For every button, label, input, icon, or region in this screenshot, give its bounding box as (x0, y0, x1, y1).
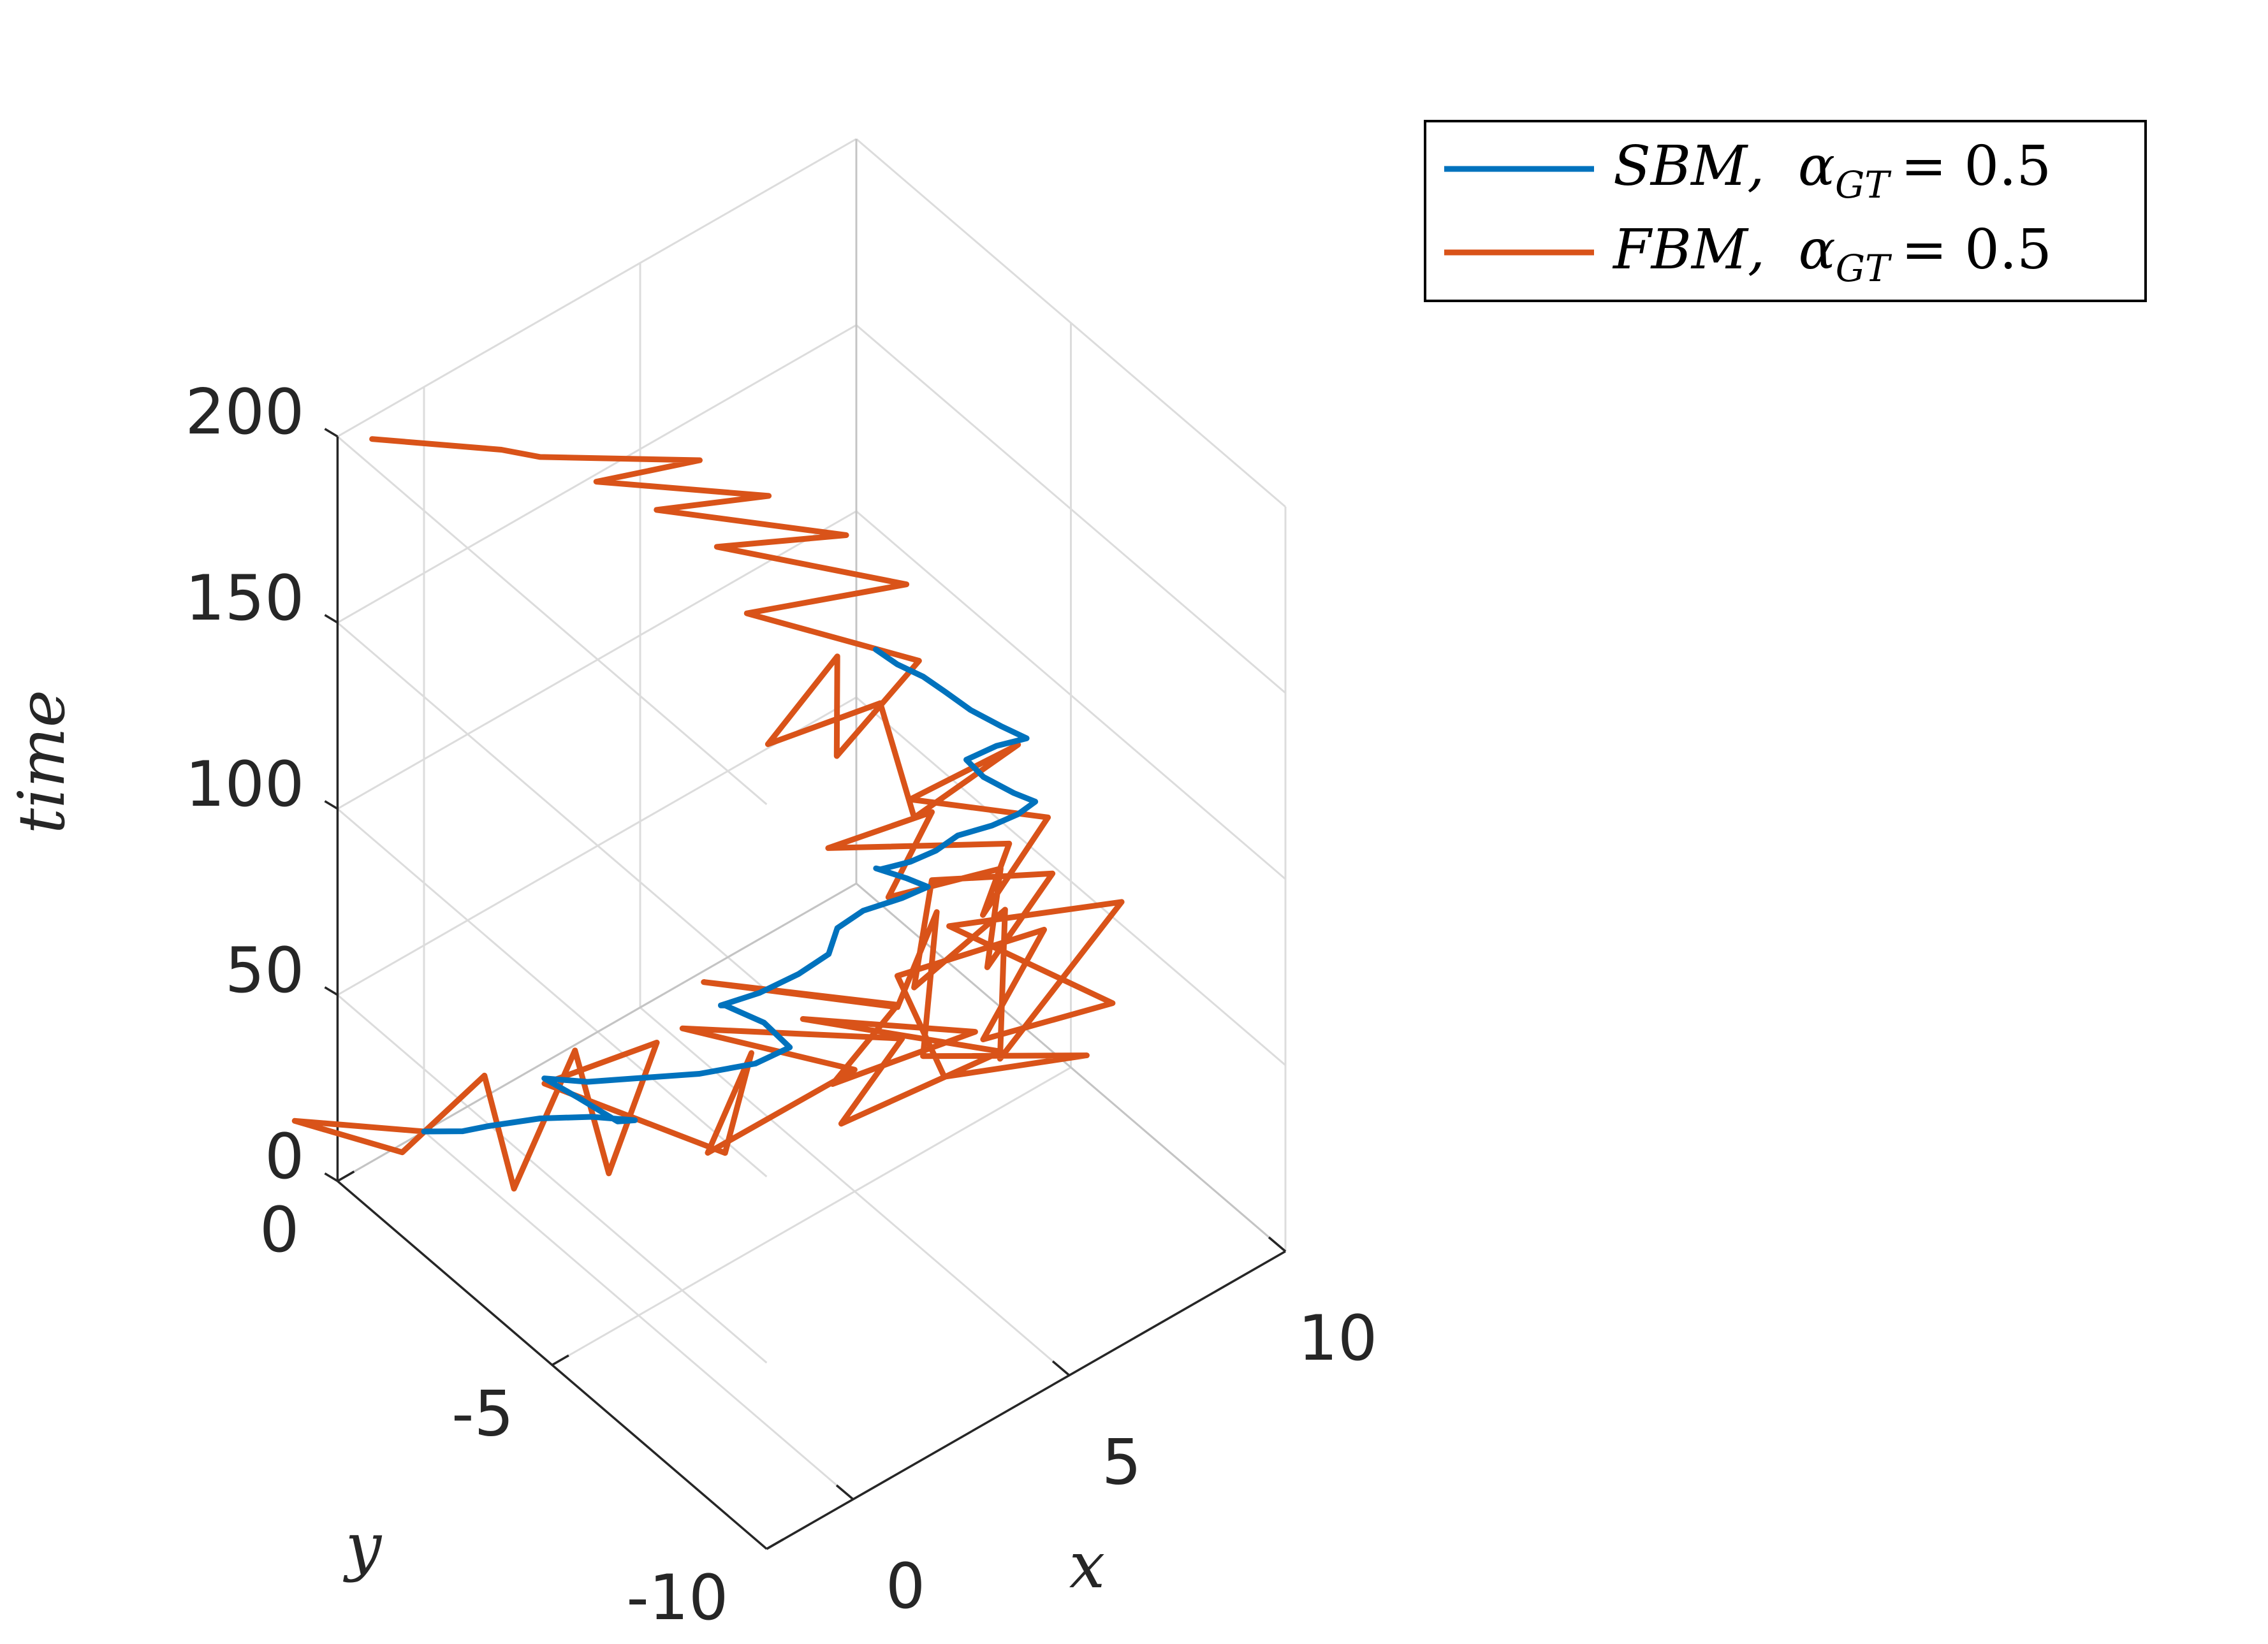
z-tick-mark (324, 986, 339, 996)
x-tick-label: 5 (1102, 1427, 1141, 1499)
x-tick-mark (1268, 1236, 1287, 1253)
legend-label-fbm: FBM, αGT = 0.5 (1612, 218, 2052, 290)
legend-equals: = 0.5 (1901, 218, 2052, 282)
legend-subscript: GT (1836, 247, 1892, 290)
y-tick-mark (552, 1354, 569, 1366)
y-tick-label: 0 (260, 1194, 299, 1267)
legend-series-name: FBM, (1612, 218, 1765, 282)
legend-subscript: GT (1835, 163, 1892, 207)
series-lines (291, 436, 1125, 1192)
legend-alpha: α (1798, 135, 1835, 198)
series-line-fbm (291, 436, 1125, 1192)
x-tick-mark (835, 1484, 854, 1501)
legend-alpha: α (1799, 218, 1836, 282)
legend-box (1424, 120, 2147, 302)
z-tick-mark (324, 1172, 339, 1182)
legend: SBM, αGT = 0.5 FBM, αGT = 0.5 (1424, 120, 2147, 302)
legend-label-sbm: SBM, αGT = 0.5 (1613, 135, 2051, 207)
grid-line (337, 324, 857, 624)
z-tick-label: 50 (225, 935, 305, 1007)
z-tick-label: 0 (265, 1121, 304, 1193)
legend-series-name: SBM, (1613, 135, 1765, 198)
x-tick-label: 10 (1298, 1302, 1378, 1375)
z-tick-mark (324, 800, 339, 810)
y-axis-label: y (343, 1509, 383, 1583)
series-line-sbm (421, 646, 1039, 1135)
z-tick-label: 100 (185, 748, 304, 821)
y-tick-label: -5 (451, 1378, 514, 1450)
y-tick-label: -10 (626, 1562, 728, 1634)
z-tick-label: 200 (185, 376, 304, 449)
z-tick-mark (324, 614, 339, 624)
grid-floor-edge (856, 882, 1286, 1253)
grid-line (337, 994, 768, 1364)
y-tick-mark (337, 1170, 355, 1182)
x-tick-mark (1051, 1360, 1071, 1376)
x-axis-line (766, 1250, 1286, 1550)
grid-line (337, 435, 768, 805)
axes (324, 428, 1287, 1550)
grid-line (337, 138, 857, 438)
grid (337, 138, 1287, 1550)
grid-line (337, 808, 768, 1177)
grid-line (337, 622, 768, 991)
legend-equals: = 0.5 (1901, 135, 2051, 198)
grid-line (552, 1066, 1072, 1366)
z-tick-label: 150 (185, 562, 304, 635)
x-axis-label: x (1069, 1528, 1105, 1603)
y-tick-mark (766, 1538, 784, 1550)
x-tick-label: 0 (886, 1550, 925, 1623)
z-tick-mark (324, 428, 339, 438)
z-axis-label: time (4, 690, 79, 834)
